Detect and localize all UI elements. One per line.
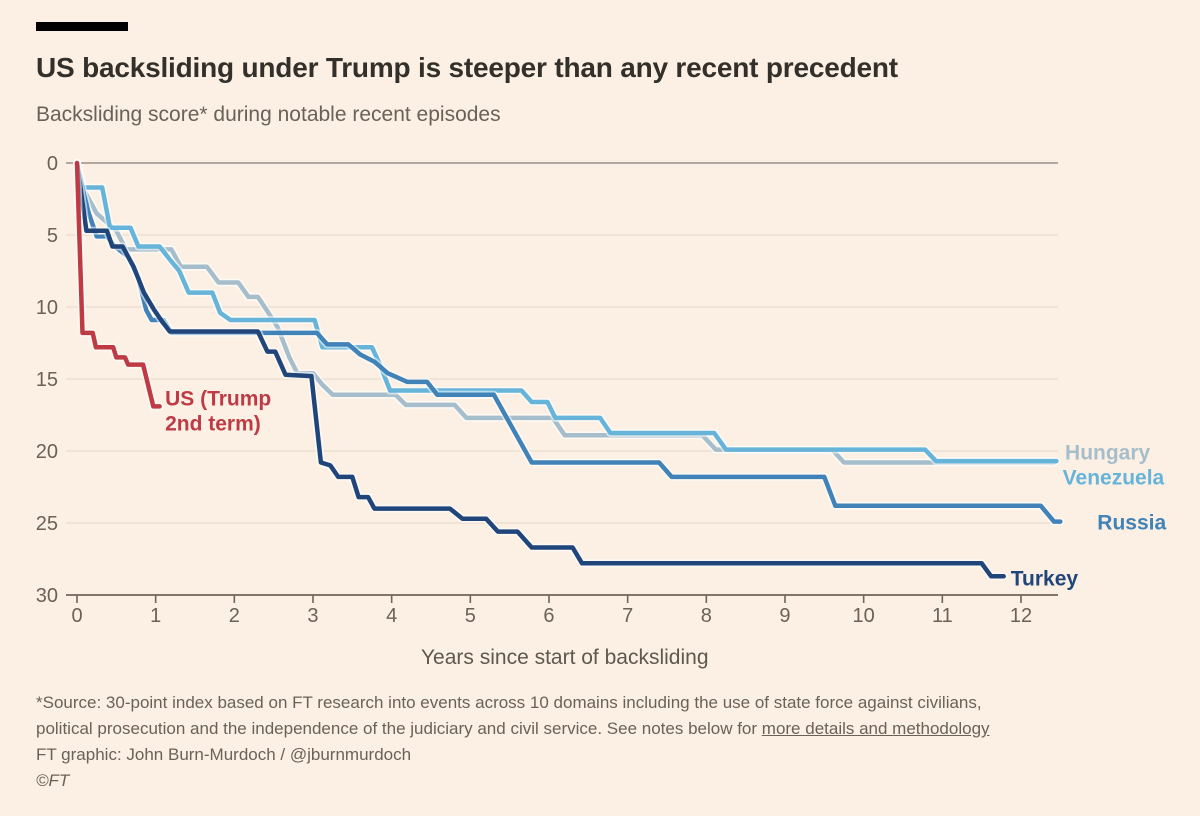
series-line-turkey bbox=[74, 160, 1006, 579]
series-halo-turkey bbox=[73, 159, 1008, 581]
y-tick-label-0: 0 bbox=[47, 153, 58, 175]
x-tick-label-6: 6 bbox=[543, 605, 554, 627]
y-tick-label-10: 10 bbox=[36, 297, 58, 319]
y-tick-label-30: 30 bbox=[36, 585, 58, 607]
series-label-hungary: Hungary bbox=[1065, 441, 1151, 464]
source-note-line-2: political prosecution and the independen… bbox=[36, 716, 1176, 742]
series-halo-russia bbox=[73, 159, 1065, 526]
series-line-venezuela bbox=[74, 160, 1059, 464]
series-line-russia bbox=[74, 160, 1063, 524]
x-tick-label-12: 12 bbox=[1010, 605, 1032, 627]
x-tick-label-9: 9 bbox=[779, 605, 790, 627]
source-note-line-1: *Source: 30-point index based on FT rese… bbox=[36, 693, 982, 712]
x-axis-title: Years since start of backsliding bbox=[421, 646, 709, 669]
series-line-us-trump-2nd-term bbox=[74, 160, 162, 409]
copyright: ©FT bbox=[36, 771, 70, 790]
series-label-us-trump-2nd-term: US (Trump 2nd term) bbox=[165, 387, 271, 435]
y-tick-label-20: 20 bbox=[36, 441, 58, 463]
y-tick-label-25: 25 bbox=[36, 513, 58, 535]
x-tick-label-7: 7 bbox=[622, 605, 633, 627]
x-tick-label-2: 2 bbox=[229, 605, 240, 627]
brand-bar bbox=[36, 22, 128, 31]
x-tick-label-4: 4 bbox=[386, 605, 397, 627]
x-tick-label-3: 3 bbox=[307, 605, 318, 627]
x-tick-label-10: 10 bbox=[853, 605, 875, 627]
y-tick-label-15: 15 bbox=[36, 369, 58, 391]
x-tick-label-0: 0 bbox=[71, 605, 82, 627]
methodology-link[interactable]: more details and methodology bbox=[761, 719, 990, 738]
x-tick-label-1: 1 bbox=[150, 605, 161, 627]
series-label-turkey: Turkey bbox=[1011, 567, 1079, 590]
chart-subtitle: Backsliding score* during notable recent… bbox=[36, 103, 501, 126]
chart-title: US backsliding under Trump is steeper th… bbox=[36, 52, 898, 83]
x-tick-label-11: 11 bbox=[932, 605, 953, 627]
series-label-venezuela: Venezuela bbox=[1063, 467, 1165, 490]
credit-line: FT graphic: John Burn-Murdoch / @jburnmu… bbox=[36, 745, 412, 764]
series-label-russia: Russia bbox=[1097, 511, 1166, 534]
x-tick-label-8: 8 bbox=[701, 605, 712, 627]
x-tick-label-5: 5 bbox=[465, 605, 476, 627]
y-tick-label-5: 5 bbox=[47, 225, 58, 247]
chart-footer: *Source: 30-point index based on FT rese… bbox=[36, 690, 1176, 794]
source-note-line-2-text: political prosecution and the independen… bbox=[36, 719, 762, 738]
